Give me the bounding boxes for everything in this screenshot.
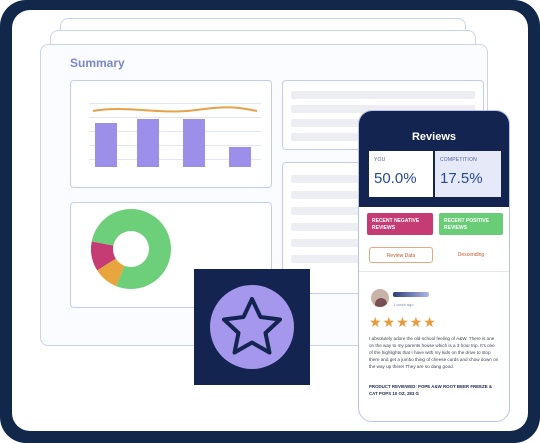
competition-stat-card: COMPETITION 17.5%	[435, 151, 501, 197]
phone-title: Reviews	[411, 131, 457, 143]
divider	[359, 271, 509, 272]
competition-label: COMPETITION	[440, 157, 477, 163]
review-product: PRODUCT REVIEWED: POPE A&W ROOT BEER FRE…	[369, 384, 493, 396]
placeholder-row	[291, 91, 475, 99]
canvas: Summary	[12, 10, 528, 431]
gridline	[89, 159, 261, 160]
gridline	[89, 117, 261, 118]
bar	[95, 123, 117, 167]
gridline	[89, 131, 261, 132]
star-badge	[194, 269, 310, 385]
phone-mockup: Reviews YOU 50.0% COMPETITION 17.5% RECE…	[358, 110, 510, 422]
gridline	[89, 145, 261, 146]
donut-chart	[91, 209, 171, 289]
competition-value: 17.5%	[440, 170, 483, 187]
donut-chart-card	[70, 202, 272, 308]
avatar	[371, 289, 389, 307]
gridline	[89, 103, 261, 104]
star-icon	[222, 297, 282, 355]
bar	[183, 119, 205, 167]
review-text: I absolutely adore the old-school feelin…	[369, 336, 499, 369]
trend-line	[92, 106, 258, 113]
phone-header: Reviews YOU 50.0% COMPETITION 17.5%	[359, 111, 509, 207]
review-date-button[interactable]: Review Data	[369, 247, 433, 263]
recent-negative-reviews-button[interactable]: RECENT NEGATIVE REVIEWS	[367, 213, 433, 235]
bar	[229, 147, 251, 167]
donut-segment	[97, 258, 125, 287]
recent-positive-reviews-button[interactable]: RECENT POSITIVE REVIEWS	[439, 213, 503, 235]
donut-segment	[91, 209, 171, 289]
you-value: 50.0%	[374, 170, 417, 187]
page-title: Summary	[70, 56, 125, 70]
bar	[137, 119, 159, 167]
badge-circle	[210, 285, 294, 369]
donut-segment	[91, 241, 116, 271]
placeholder-row	[291, 105, 475, 113]
review-time: 1 week ago	[393, 302, 414, 307]
reviewer-name-placeholder	[393, 292, 429, 297]
star-rating: ★★★★★	[369, 314, 437, 330]
sort-descending-toggle[interactable]: Descending	[457, 252, 485, 258]
you-label: YOU	[374, 157, 386, 163]
you-stat-card: YOU 50.0%	[369, 151, 433, 197]
bar-chart-card	[70, 80, 272, 188]
